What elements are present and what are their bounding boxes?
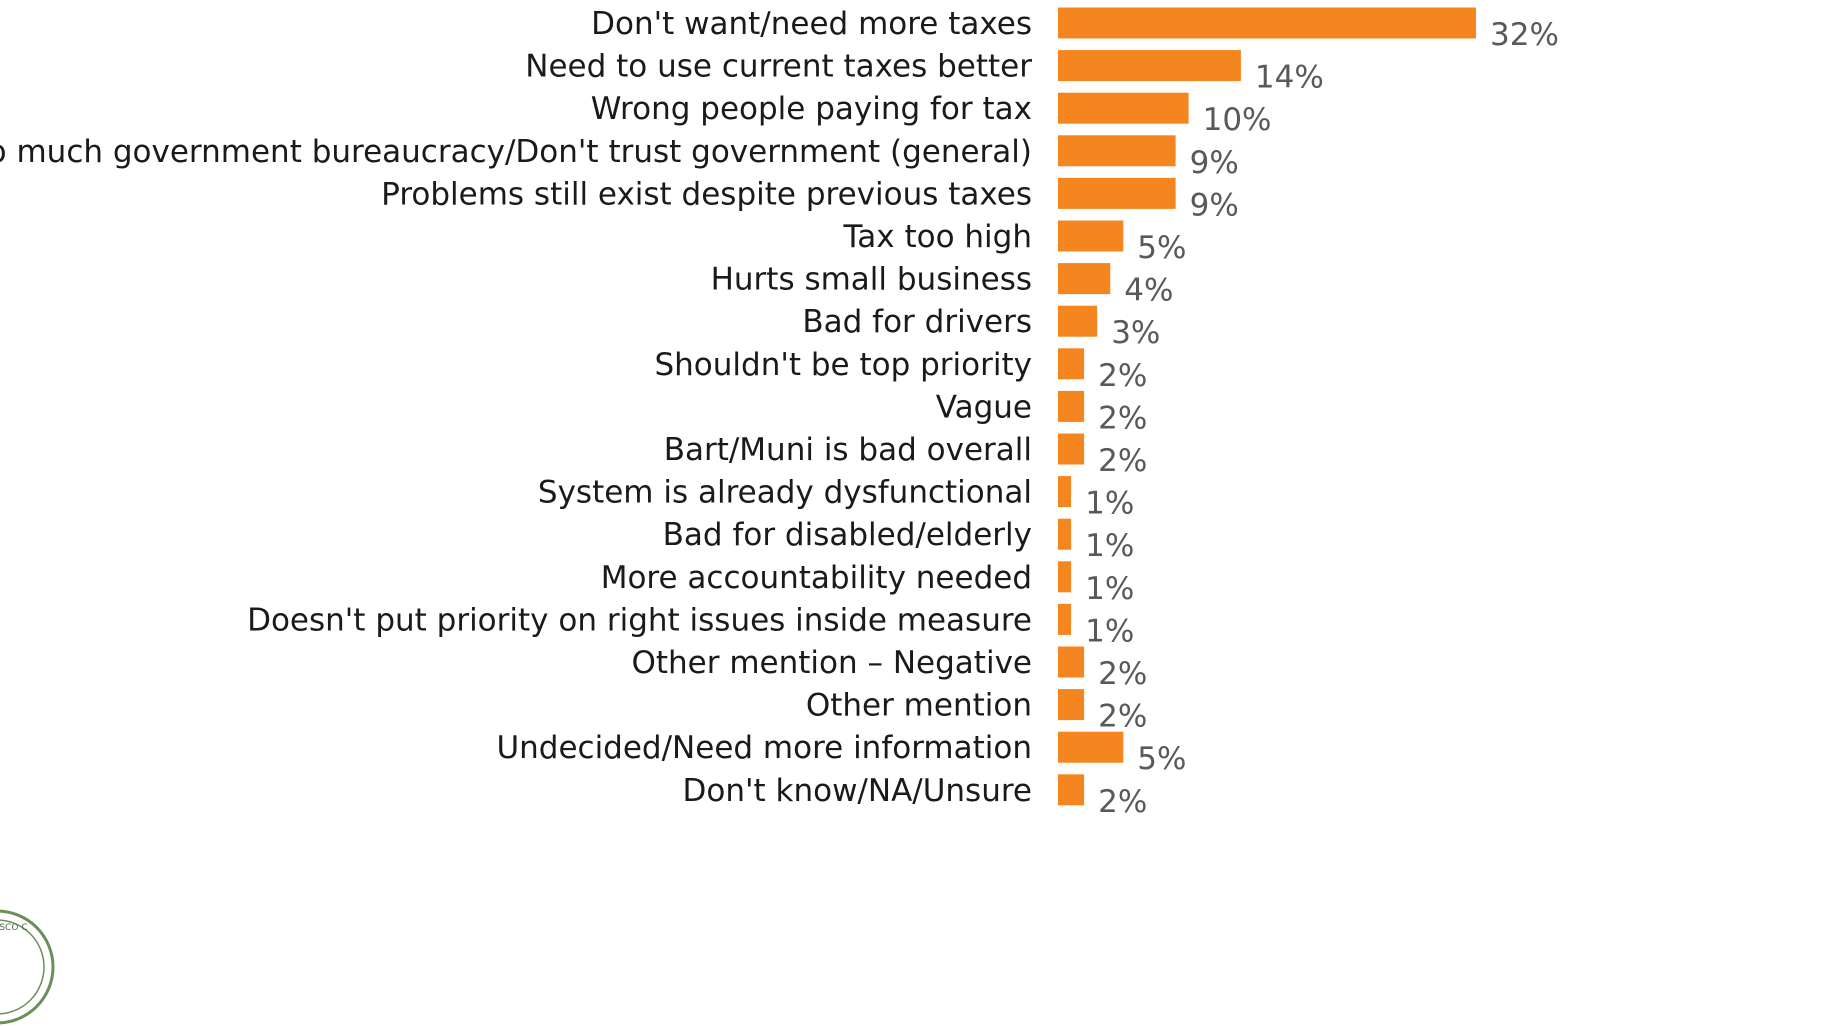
bar xyxy=(1058,7,1476,39)
bar xyxy=(1058,774,1085,806)
data-label: 4% xyxy=(1124,273,1173,309)
category-label: Tax too high xyxy=(842,219,1032,255)
data-label: 1% xyxy=(1085,486,1134,522)
category-label: System is already dysfunctional xyxy=(538,475,1032,511)
category-label: Shouldn't be top priority xyxy=(654,347,1032,383)
data-label: 9% xyxy=(1190,145,1239,181)
data-label: 2% xyxy=(1098,358,1147,394)
category-label: Don't want/need more taxes xyxy=(591,6,1032,42)
data-label: 1% xyxy=(1085,528,1134,564)
category-label: Problems still exist despite previous ta… xyxy=(381,176,1032,212)
data-label: 2% xyxy=(1098,443,1147,479)
bar-chart: Don't want/need more taxes Need to use cu… xyxy=(0,6,1559,820)
value-labels: 32%14%10%9%9%5%4%3%2%2%2%1%1%1%1%2%2%5%2… xyxy=(1085,17,1559,820)
bar xyxy=(1058,390,1085,422)
data-label: 5% xyxy=(1137,741,1186,777)
category-label: Bad for drivers xyxy=(802,304,1032,340)
bar xyxy=(1058,731,1124,763)
bar xyxy=(1058,561,1072,593)
bar xyxy=(1058,689,1085,721)
category-label: Wrong people paying for tax xyxy=(591,91,1032,127)
data-label: 5% xyxy=(1137,230,1186,266)
bar xyxy=(1058,263,1111,295)
bar xyxy=(1058,603,1072,635)
bar xyxy=(1058,135,1176,167)
category-label: Don't know/NA/Unsure xyxy=(683,773,1033,809)
bar xyxy=(1058,305,1098,337)
data-label: 2% xyxy=(1098,784,1147,820)
bar xyxy=(1058,220,1124,252)
bar xyxy=(1058,433,1085,465)
category-label: Too much government bureaucracy/Don't tr… xyxy=(0,134,1032,170)
category-labels: Don't want/need more taxes Need to use cu… xyxy=(0,6,1032,809)
bar xyxy=(1058,177,1176,209)
category-label: More accountability needed xyxy=(601,560,1032,596)
data-label: 2% xyxy=(1098,699,1147,735)
seal-icon: FRANCISCO C xyxy=(0,909,55,1025)
category-label: Other mention xyxy=(806,688,1032,724)
category-label: Bad for disabled/elderly xyxy=(663,517,1032,553)
data-label: 14% xyxy=(1255,60,1324,96)
bar xyxy=(1058,646,1085,678)
category-label: Undecided/Need more information xyxy=(496,730,1032,766)
category-label: Need to use current taxes better xyxy=(525,49,1032,85)
category-label: Hurts small business xyxy=(711,262,1032,298)
category-label: Other mention – Negative xyxy=(631,645,1032,681)
data-label: 10% xyxy=(1203,102,1272,138)
data-label: 32% xyxy=(1490,17,1559,53)
data-label: 2% xyxy=(1098,400,1147,436)
category-label: Doesn't put priority on right issues ins… xyxy=(247,602,1032,638)
category-label: Vague xyxy=(936,389,1032,425)
data-label: 3% xyxy=(1111,315,1160,351)
bar xyxy=(1058,50,1241,82)
data-label: 2% xyxy=(1098,656,1147,692)
bar xyxy=(1058,476,1072,508)
bars-layer xyxy=(1058,7,1476,806)
bar xyxy=(1058,518,1072,550)
data-label: 9% xyxy=(1190,187,1239,223)
bar xyxy=(1058,348,1085,380)
category-label: Bart/Muni is bad overall xyxy=(664,432,1032,468)
bar xyxy=(1058,92,1189,124)
data-label: 1% xyxy=(1085,571,1134,607)
seal-text: FRANCISCO C xyxy=(0,923,28,933)
data-label: 1% xyxy=(1085,613,1134,649)
